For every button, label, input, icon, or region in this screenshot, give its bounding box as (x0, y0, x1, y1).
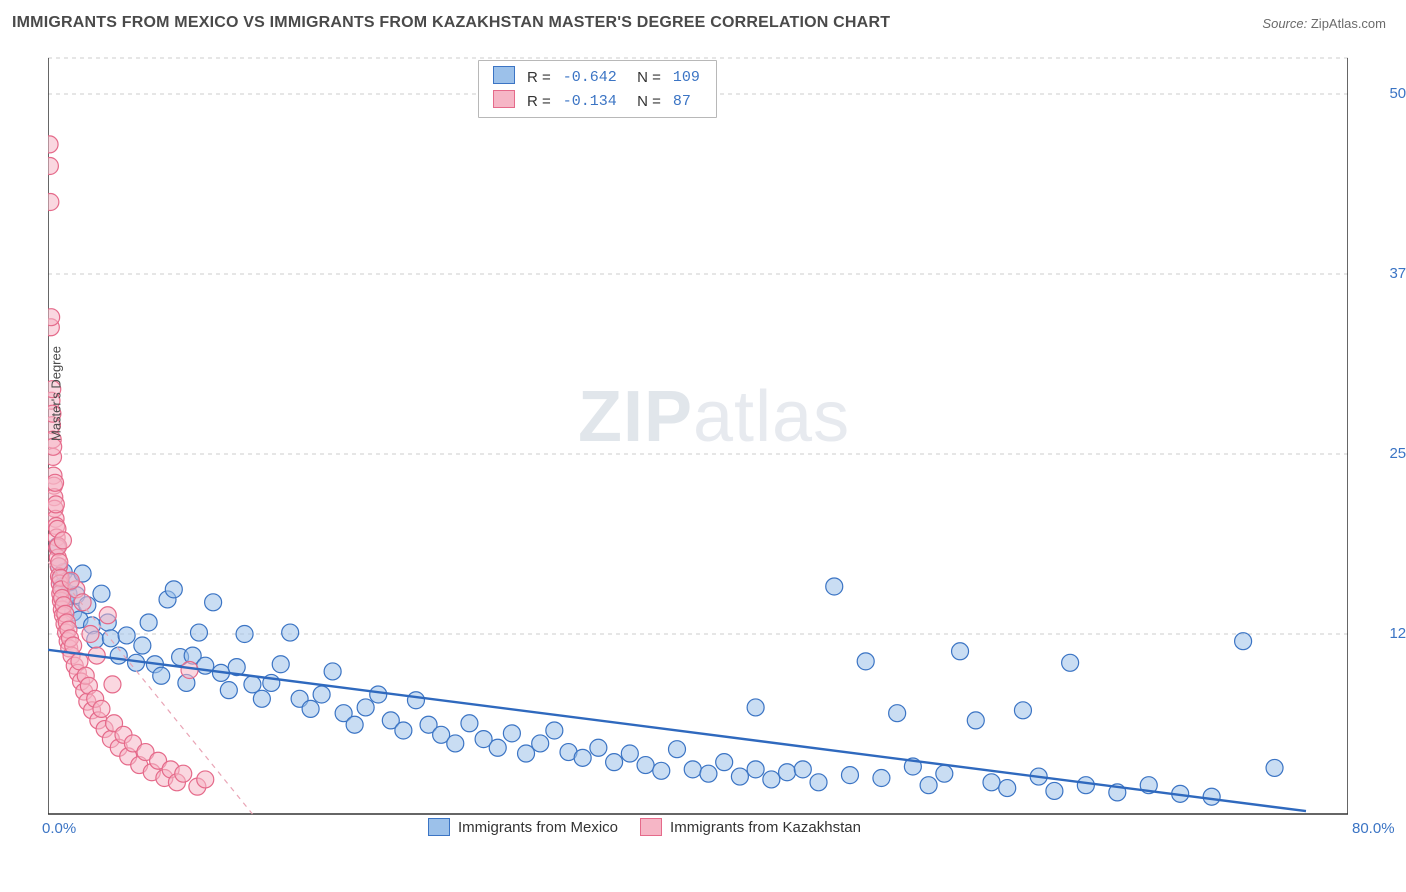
chart-area: Master's Degree ZIPatlas R =-0.642 N =10… (48, 46, 1348, 836)
y-tick: 12.5% (1352, 625, 1406, 642)
legend-r-value: -0.642 (557, 65, 623, 89)
series-legend-item: Immigrants from Mexico (428, 818, 618, 836)
x-tick: 80.0% (1352, 820, 1395, 837)
y-axis-label: Master's Degree (49, 346, 64, 441)
chart-title: IMMIGRANTS FROM MEXICO VS IMMIGRANTS FRO… (12, 14, 890, 32)
correlation-legend: R =-0.642 N =109R =-0.134 N = 87 (478, 60, 717, 118)
legend-series-label: Immigrants from Kazakhstan (670, 819, 861, 836)
legend-n-label: N = (623, 65, 667, 89)
series-legend: Immigrants from Mexico Immigrants from Ka… (428, 818, 861, 836)
x-tick: 0.0% (42, 820, 76, 837)
legend-r-value: -0.134 (557, 89, 623, 113)
legend-n-value: 87 (667, 89, 706, 113)
legend-series-label: Immigrants from Mexico (458, 819, 618, 836)
legend-r-label: R = (521, 89, 557, 113)
scatter-chart (48, 46, 1348, 836)
legend-r-label: R = (521, 65, 557, 89)
source-value: ZipAtlas.com (1311, 16, 1386, 31)
y-tick: 25.0% (1352, 445, 1406, 462)
legend-swatch (428, 818, 450, 836)
legend-swatch (493, 66, 515, 84)
source-citation: Source: ZipAtlas.com (1262, 16, 1386, 31)
source-label: Source: (1262, 16, 1307, 31)
legend-swatch (493, 90, 515, 108)
legend-n-label: N = (623, 89, 667, 113)
legend-swatch (640, 818, 662, 836)
legend-row: R =-0.642 N =109 (487, 65, 706, 89)
y-tick: 50.0% (1352, 85, 1406, 102)
series-legend-item: Immigrants from Kazakhstan (640, 818, 861, 836)
legend-n-value: 109 (667, 65, 706, 89)
legend-row: R =-0.134 N = 87 (487, 89, 706, 113)
y-tick: 37.5% (1352, 265, 1406, 282)
